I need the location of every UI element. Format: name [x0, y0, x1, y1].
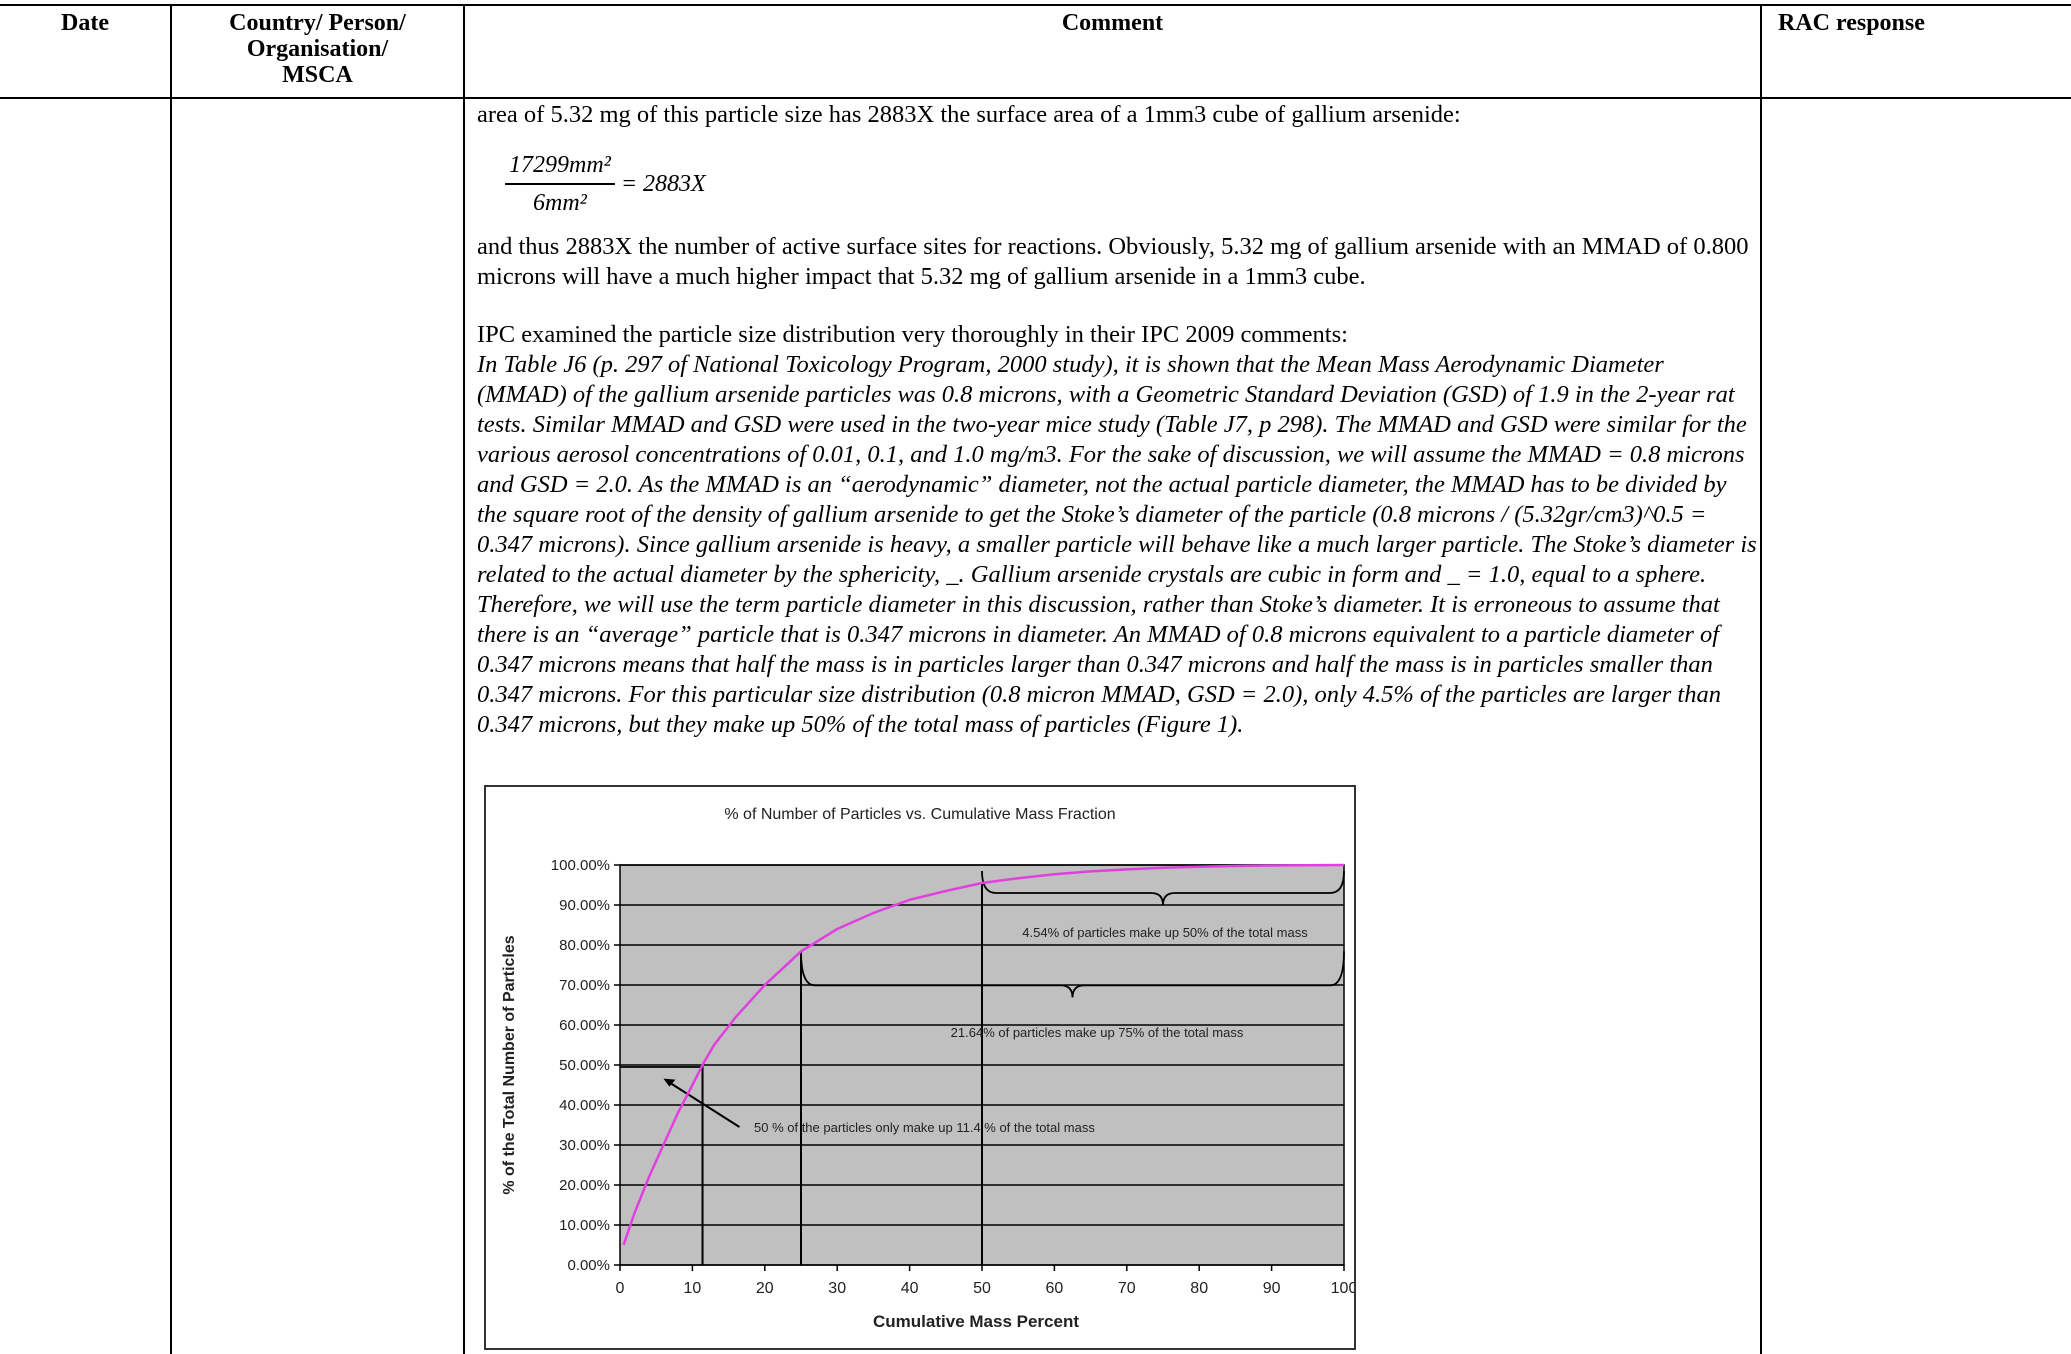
header-country-line3: MSCA [282, 62, 353, 88]
col-divider-date [170, 4, 172, 1354]
y-axis-label: % of the Total Number of Particles [501, 935, 518, 1194]
header-rac-response: RAC response [1778, 10, 1925, 36]
col-divider-comment [1760, 4, 1762, 1354]
x-tick-label: 10 [684, 1280, 702, 1297]
chart-title: % of Number of Particles vs. Cumulative … [724, 806, 1115, 823]
figure-1-chart: % of Number of Particles vs. Cumulative … [484, 785, 1356, 1350]
equation-result: = 2883X [620, 171, 706, 197]
header-country-line2: Organisation/ [246, 36, 389, 62]
header-bottom-border [0, 97, 2071, 99]
y-tick-label: 30.00% [559, 1137, 610, 1154]
annotation-arrowhead [663, 1078, 676, 1087]
equation-fraction: 17299mm² 6mm² [505, 150, 615, 218]
surface-ratio-equation: 17299mm² 6mm² = 2883X [505, 150, 1757, 218]
x-tick-label: 100 [1331, 1280, 1354, 1297]
y-tick-label: 90.00% [559, 897, 610, 914]
y-tick-label: 70.00% [559, 977, 610, 994]
annotation-4-54-percent: 4.54% of particles make up 50% of the to… [1022, 925, 1308, 940]
header-comment: Comment [1061, 10, 1164, 36]
y-tick-label: 40.00% [559, 1097, 610, 1114]
y-tick-label: 60.00% [559, 1017, 610, 1034]
x-tick-labels: 0 10 20 30 40 50 60 70 80 90 100 [616, 1280, 1354, 1297]
comment-body: area of 5.32 mg of this particle size ha… [477, 100, 1757, 740]
reference-lines [701, 883, 983, 1265]
x-tick-label: 50 [973, 1280, 991, 1297]
table-top-border [0, 4, 2071, 6]
y-tick-label: 20.00% [559, 1177, 610, 1194]
comment-paragraph-3-quote: In Table J6 (p. 297 of National Toxicolo… [477, 351, 1757, 738]
y-tick-label: 10.00% [559, 1217, 610, 1234]
x-tick-label: 30 [828, 1280, 846, 1297]
header-date: Date [61, 10, 109, 36]
y-tick-label: 50.00% [559, 1057, 610, 1074]
y-tick-label: 0.00% [567, 1257, 610, 1274]
comment-line1: area of 5.32 mg of this particle size ha… [477, 101, 1461, 128]
comment-paragraph-2: and thus 2883X the number of active surf… [477, 233, 1749, 290]
y-tick-label: 100.00% [551, 857, 610, 874]
x-tick-label: 80 [1190, 1280, 1208, 1297]
header-country-line1: Country/ Person/ [229, 10, 406, 36]
equation-denominator: 6mm² [533, 190, 587, 216]
x-tick-label: 0 [616, 1280, 625, 1297]
header-country-person: Country/ Person/ Organisation/ MSCA [172, 10, 463, 88]
x-tick-label: 20 [756, 1280, 774, 1297]
x-tick-label: 40 [901, 1280, 919, 1297]
x-tick-label: 60 [1046, 1280, 1064, 1297]
annotation-21-64-percent: 21.64% of particles make up 75% of the t… [951, 1025, 1244, 1040]
x-axis-label: Cumulative Mass Percent [873, 1312, 1079, 1331]
brace-upper [981, 870, 1345, 906]
chart-svg: % of Number of Particles vs. Cumulative … [501, 806, 1354, 1331]
series-layer [622, 863, 1345, 1246]
y-tick-labels: 0.00% 10.00% 20.00% 30.00% 40.00% 50.00% 60.00… [551, 857, 610, 1274]
annotation-arrow [666, 1080, 740, 1128]
annotation-50-percent: 50 % of the particles only make up 11.4 … [754, 1120, 1095, 1135]
x-tick-label: 90 [1263, 1280, 1281, 1297]
equation-numerator: 17299mm² [505, 150, 615, 185]
series-line [622, 863, 1345, 1246]
col-divider-country [463, 4, 465, 1354]
y-tick-label: 80.00% [559, 937, 610, 954]
x-tick-label: 70 [1118, 1280, 1136, 1297]
comment-paragraph-3-intro: IPC examined the particle size distribut… [477, 321, 1348, 348]
